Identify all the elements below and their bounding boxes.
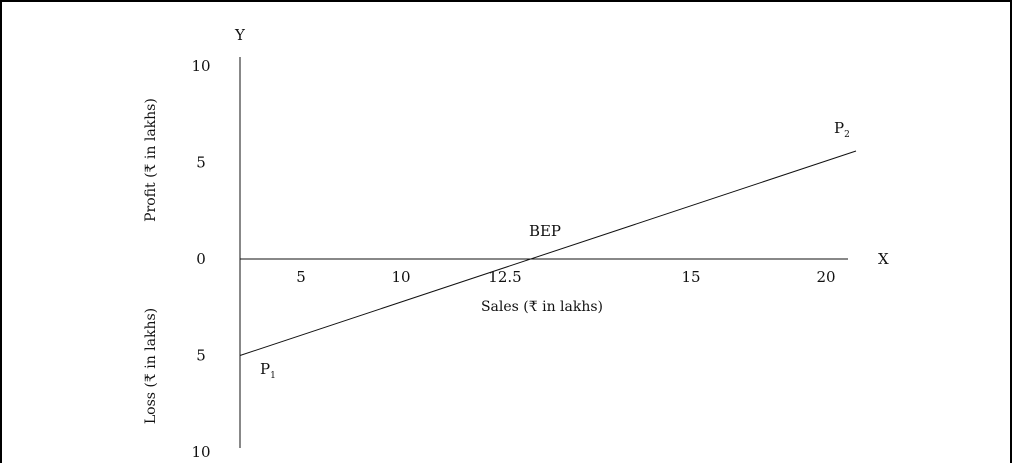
y-axis-label-loss: Loss (₹ in lakhs) xyxy=(143,308,159,424)
x-tick-label: 20 xyxy=(816,268,835,286)
x-axis-label: Sales (₹ in lakhs) xyxy=(481,299,603,315)
y-tick-label: 0 xyxy=(196,250,206,268)
point-label: P1 xyxy=(260,360,276,381)
x-tick-label: 15 xyxy=(681,268,700,286)
y-tick-label: 5 xyxy=(196,347,206,365)
bep-label: BEP xyxy=(529,222,561,240)
y-tick-label: 10 xyxy=(191,443,210,461)
x-tick-label: 10 xyxy=(391,268,410,286)
y-axis-letter: Y xyxy=(234,26,246,44)
y-tick-labels: 10 5 0 5 10 xyxy=(191,57,210,461)
x-tick-labels: 5 10 12.5 15 20 xyxy=(296,268,835,286)
x-tick-label: 12.5 xyxy=(488,268,521,286)
y-axis-label-profit: Profit (₹ in lakhs) xyxy=(143,98,159,222)
y-tick-label: 5 xyxy=(196,154,206,172)
profit-loss-line xyxy=(239,150,857,356)
x-tick-label: 5 xyxy=(296,268,306,286)
y-tick-label: 10 xyxy=(191,57,210,75)
point-labels: P1 P2 BEP xyxy=(260,119,850,381)
x-axis-letter: X xyxy=(878,250,889,268)
point-label: P2 xyxy=(834,119,850,140)
